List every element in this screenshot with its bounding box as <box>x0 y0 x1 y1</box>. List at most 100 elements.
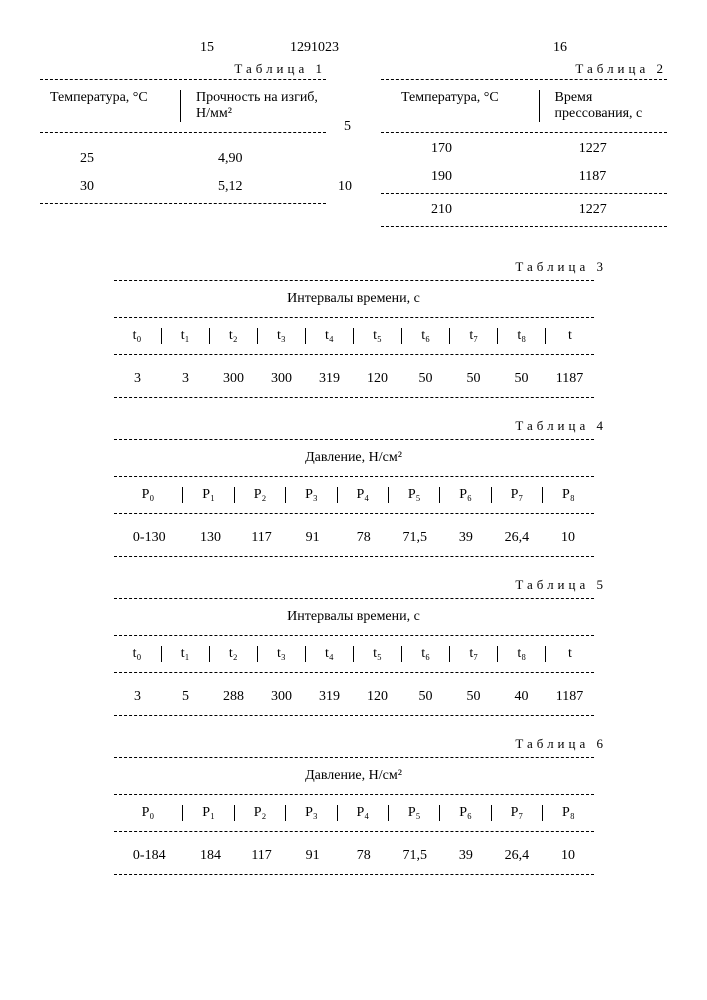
table-cell: 1227 <box>539 141 667 157</box>
table-5-title: Интервалы времени, с <box>114 601 594 633</box>
table-3: Таблица 3 Интервалы времени, с t₀ t₁ t₂ … <box>40 259 667 398</box>
line-marker-10: 10 <box>338 179 352 195</box>
table-cell: 1187 <box>546 371 594 387</box>
table-header-cell: P₆ <box>440 805 491 821</box>
table-header-cell: P₁ <box>183 487 234 503</box>
table-header-cell: P₀ <box>114 805 184 821</box>
table-6-title: Давление, Н/см² <box>114 760 594 792</box>
table-6-data-row: 0-184 184 117 91 78 71,5 39 26,4 10 <box>114 834 594 872</box>
table-cell: 50 <box>498 371 546 387</box>
table-4-data-row: 0-130 130 117 91 78 71,5 39 26,4 10 <box>114 516 594 554</box>
table-cell: 91 <box>287 848 338 864</box>
table-row: 25 4,90 <box>40 145 326 173</box>
table-cell: 40 <box>498 689 546 705</box>
table-cell: 25 <box>40 151 188 167</box>
table-header-cell: t₅ <box>354 646 402 662</box>
table-cell: 50 <box>402 689 450 705</box>
table-row: 30 5,12 <box>40 173 326 201</box>
page-number-right: 16 <box>553 40 567 56</box>
table-2: Таблица 2 Температура, °С Время прессова… <box>381 61 667 229</box>
table-header-cell: t₂ <box>210 328 258 344</box>
table-cell: 5,12 <box>188 179 326 195</box>
table-header-cell: P₁ <box>183 805 234 821</box>
table-1-header-strength: Прочность на изгиб, Н/мм² <box>181 90 326 122</box>
table-header-cell: P₃ <box>286 487 337 503</box>
table-cell: 184 <box>185 848 236 864</box>
doc-number: 1291023 <box>290 40 339 56</box>
table-header-cell: P₈ <box>543 487 593 503</box>
table-cell: 26,4 <box>491 848 542 864</box>
table-5: Таблица 5 Интервалы времени, с t₀ t₁ t₂ … <box>40 577 667 716</box>
table-3-caption: Таблица 3 <box>40 259 667 275</box>
table-1-header-temp: Температура, °С <box>40 90 181 122</box>
table-header-cell: t₆ <box>402 328 450 344</box>
table-cell: 78 <box>338 848 389 864</box>
table-cell: 4,90 <box>188 151 326 167</box>
table-header-cell: P₅ <box>389 487 440 503</box>
table-row: 210 1227 <box>381 196 667 224</box>
table-3-data-row: 3 3 300 300 319 120 50 50 50 1187 <box>114 357 594 395</box>
table-3-header-row: t₀ t₁ t₂ t₃ t₄ t₅ t₆ t₇ t₈ t <box>114 320 594 352</box>
table-cell: 117 <box>236 848 287 864</box>
table-cell: 1187 <box>539 169 667 185</box>
table-cell: 120 <box>354 689 402 705</box>
table-header-cell: t₅ <box>354 328 402 344</box>
table-cell: 39 <box>440 848 491 864</box>
table-header-cell: t <box>546 328 593 344</box>
table-cell: 300 <box>210 371 258 387</box>
table-header-cell: t₂ <box>210 646 258 662</box>
table-cell: 1187 <box>546 689 594 705</box>
table-header-cell: t₄ <box>306 328 354 344</box>
table-cell: 39 <box>440 530 491 546</box>
table-row: 190 1187 <box>381 163 667 191</box>
table-header-cell: P₇ <box>492 805 543 821</box>
table-4-caption: Таблица 4 <box>40 418 667 434</box>
table-cell: 10 <box>542 530 593 546</box>
table-cell: 210 <box>381 202 539 218</box>
page-numbers: 15 16 <box>40 40 667 56</box>
table-cell: 91 <box>287 530 338 546</box>
table-cell: 1227 <box>539 202 667 218</box>
table-header-cell: P₂ <box>235 805 286 821</box>
table-cell: 50 <box>450 689 498 705</box>
table-cell: 5 <box>162 689 210 705</box>
page-number-left: 15 <box>200 40 214 56</box>
table-header-cell: t₀ <box>114 646 162 662</box>
table-4-title: Давление, Н/см² <box>114 442 594 474</box>
table-1: Таблица 1 Температура, °С Прочность на и… <box>40 61 326 229</box>
table-2-header-time: Время прессования, с <box>540 90 668 122</box>
table-cell: 0-130 <box>114 530 185 546</box>
table-5-header-row: t₀ t₁ t₂ t₃ t₄ t₅ t₆ t₇ t₈ t <box>114 638 594 670</box>
table-header-cell: P₅ <box>389 805 440 821</box>
table-cell: 30 <box>40 179 188 195</box>
table-cell: 50 <box>450 371 498 387</box>
table-header-cell: t₃ <box>258 646 306 662</box>
table-cell: 26,4 <box>491 530 542 546</box>
table-cell: 10 <box>542 848 593 864</box>
table-cell: 78 <box>338 530 389 546</box>
table-4: Таблица 4 Давление, Н/см² P₀ P₁ P₂ P₃ P₄… <box>40 418 667 557</box>
table-cell: 130 <box>185 530 236 546</box>
table-header-cell: t₈ <box>498 646 546 662</box>
table-header-cell: t <box>546 646 593 662</box>
table-cell: 319 <box>306 371 354 387</box>
table-cell: 319 <box>306 689 354 705</box>
table-header-cell: P₈ <box>543 805 593 821</box>
table-header-cell: t₁ <box>162 646 210 662</box>
table-cell: 300 <box>258 371 306 387</box>
table-header-cell: t₄ <box>306 646 354 662</box>
table-cell: 117 <box>236 530 287 546</box>
table-cell: 170 <box>381 141 539 157</box>
table-header-cell: t₈ <box>498 328 546 344</box>
table-header-cell: t₁ <box>162 328 210 344</box>
table-6-header-row: P₀ P₁ P₂ P₃ P₄ P₅ P₆ P₇ P₈ <box>114 797 594 829</box>
table-cell: 300 <box>258 689 306 705</box>
table-6-caption: Таблица 6 <box>40 736 667 752</box>
table-header-cell: t₀ <box>114 328 162 344</box>
table-1-caption: Таблица 1 <box>40 61 326 77</box>
table-5-data-row: 3 5 288 300 319 120 50 50 40 1187 <box>114 675 594 713</box>
table-cell: 288 <box>210 689 258 705</box>
table-cell: 190 <box>381 169 539 185</box>
table-cell: 71,5 <box>389 530 440 546</box>
table-header-cell: P₃ <box>286 805 337 821</box>
